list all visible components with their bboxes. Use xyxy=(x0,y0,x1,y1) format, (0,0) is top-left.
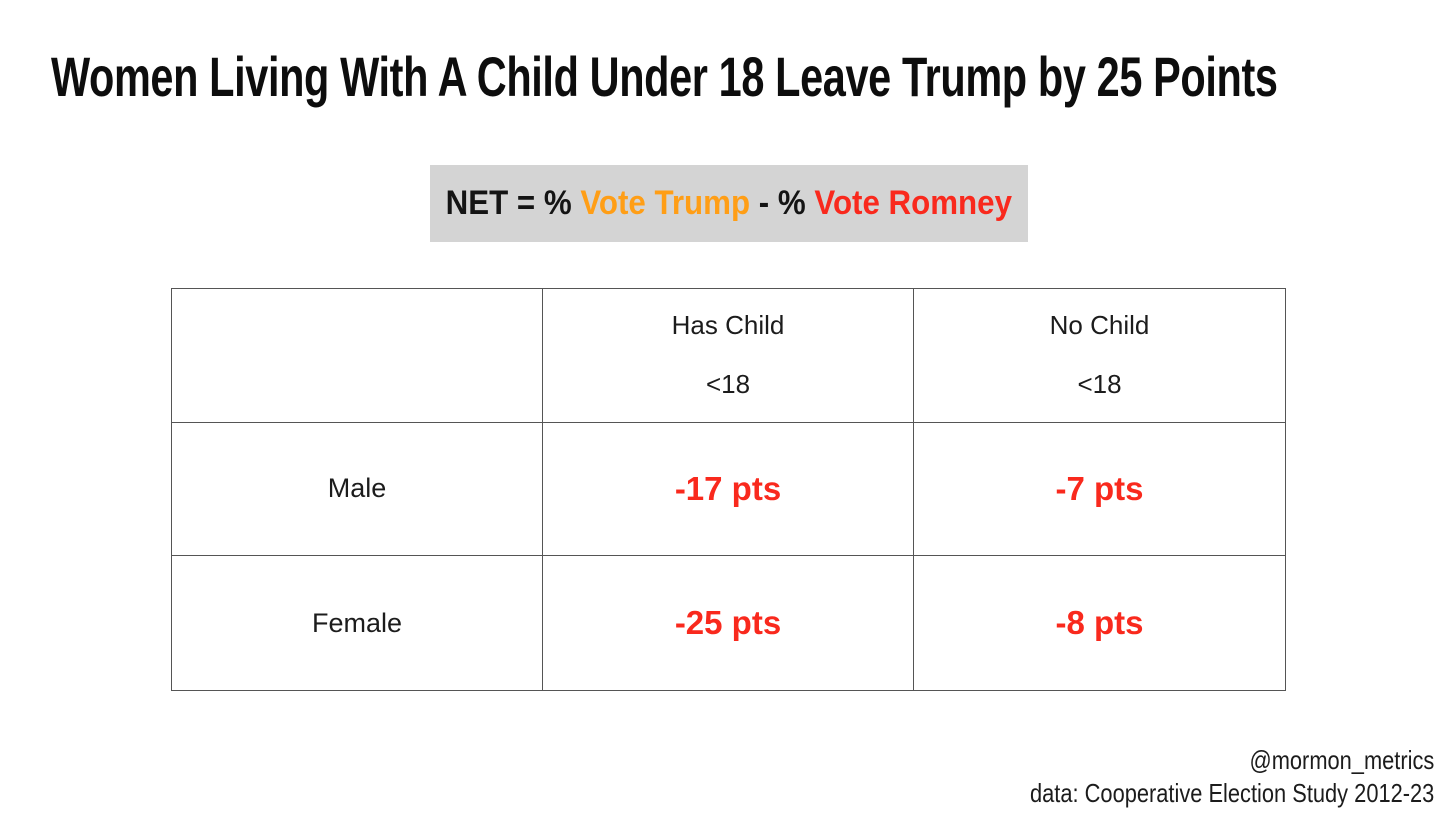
column-header-no-child: No Child <18 xyxy=(914,289,1285,423)
column-header-line2: <18 xyxy=(1077,369,1122,400)
net-formula-text: NET = % Vote Trump - % Vote Romney xyxy=(446,184,1012,223)
formula-operator: - % xyxy=(750,184,815,222)
formula-trump-term: Vote Trump xyxy=(580,184,751,222)
formula-prefix: NET = % xyxy=(445,184,581,222)
page-title: Women Living With A Child Under 18 Leave… xyxy=(51,45,1278,108)
value-male-no-child: -7 pts xyxy=(914,422,1285,557)
data-source: data: Cooperative Election Study 2012-23 xyxy=(1029,778,1434,808)
value-male-has-child: -17 pts xyxy=(543,422,914,557)
column-header-line1: Has Child xyxy=(671,310,785,341)
net-by-gender-child-table: Has Child <18 No Child <18 Male -17 pts … xyxy=(171,288,1286,691)
credit-handle: @mormon_metrics xyxy=(1249,745,1434,775)
column-header-line2: <18 xyxy=(705,369,751,400)
column-header-has-child: Has Child <18 xyxy=(543,289,914,423)
value-female-has-child: -25 pts xyxy=(543,556,914,690)
value-female-no-child: -8 pts xyxy=(914,556,1285,690)
row-label-male: Male xyxy=(172,422,543,557)
row-label-female: Female xyxy=(172,556,543,690)
formula-romney-term: Vote Romney xyxy=(814,184,1013,222)
table-corner-cell xyxy=(172,289,543,423)
column-header-line1: No Child xyxy=(1049,310,1150,341)
net-formula-callout: NET = % Vote Trump - % Vote Romney xyxy=(430,165,1028,242)
attribution: @mormon_metrics data: Cooperative Electi… xyxy=(1030,744,1434,810)
